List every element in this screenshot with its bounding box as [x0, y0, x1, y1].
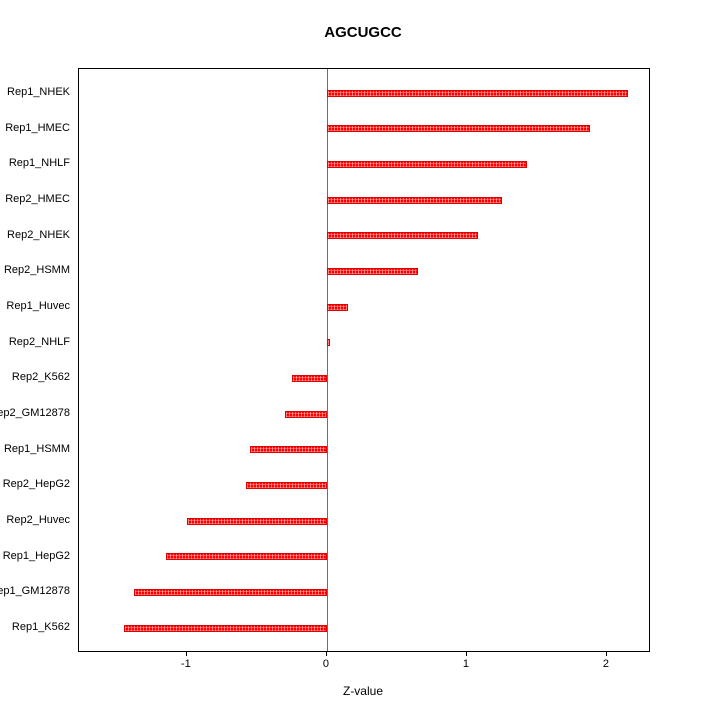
x-axis-tick [465, 651, 467, 656]
y-tick-label: Rep2_HMEC [5, 193, 70, 205]
bar [326, 267, 418, 275]
bar [291, 374, 327, 382]
y-tick-label: Rep2_HepG2 [2, 478, 70, 491]
x-tick-label: 2 [602, 658, 610, 670]
chart-title: AGCUGCC [324, 24, 402, 41]
y-tick-label: Rep1_Huvec [6, 300, 70, 312]
bar [249, 446, 327, 454]
x-axis-tick [185, 651, 187, 656]
y-axis-labels: Rep1_NHEK Rep1_HMEC Rep1_NHLF Rep2_HMEC Rep2… [0, 0, 74, 720]
y-tick-label: Rep2_GM12878 [0, 407, 70, 419]
y-tick-label: Rep2_K562 [11, 371, 70, 384]
x-axis-label: Z-value [342, 684, 383, 698]
y-tick-label: Rep1_GM12878 [0, 585, 70, 598]
bar [123, 624, 327, 632]
y-tick-label: Rep1_HSMM [3, 442, 70, 455]
y-tick-label: Rep2_NHLF [8, 335, 70, 348]
bar [165, 553, 327, 561]
x-axis-tick [605, 651, 607, 656]
bar [326, 125, 591, 133]
bar [133, 588, 327, 596]
plot-area [78, 68, 650, 652]
zero-line [326, 69, 328, 651]
bar [186, 517, 327, 525]
y-tick-label: Rep1_NHLF [8, 157, 70, 170]
bar [284, 410, 327, 418]
y-tick-label: Rep2_NHEK [7, 228, 70, 241]
y-tick-label: Rep2_HSMM [3, 264, 70, 277]
x-tick-label: 0 [322, 658, 329, 670]
bar [326, 196, 502, 204]
y-tick-label: Rep1_NHEK [7, 86, 70, 98]
x-axis-tick [325, 651, 327, 656]
bar [326, 232, 479, 240]
bar [326, 160, 528, 168]
x-tick-label: 1 [462, 658, 469, 670]
y-tick-label: Rep1_K562 [11, 621, 70, 633]
bar [245, 481, 327, 489]
bar [326, 303, 348, 311]
bar [326, 339, 330, 347]
y-tick-label: Rep1_HepG2 [2, 549, 70, 562]
bar [326, 89, 628, 97]
y-tick-label: Rep1_HMEC [5, 121, 70, 134]
y-tick-label: Rep2_Huvec [6, 514, 70, 526]
x-tick-label: -1 [180, 658, 191, 670]
